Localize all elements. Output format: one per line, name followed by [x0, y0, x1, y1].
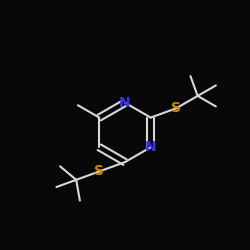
Text: N: N: [145, 140, 156, 154]
Text: S: S: [171, 101, 181, 115]
Text: N: N: [119, 96, 131, 110]
Text: S: S: [94, 164, 104, 178]
